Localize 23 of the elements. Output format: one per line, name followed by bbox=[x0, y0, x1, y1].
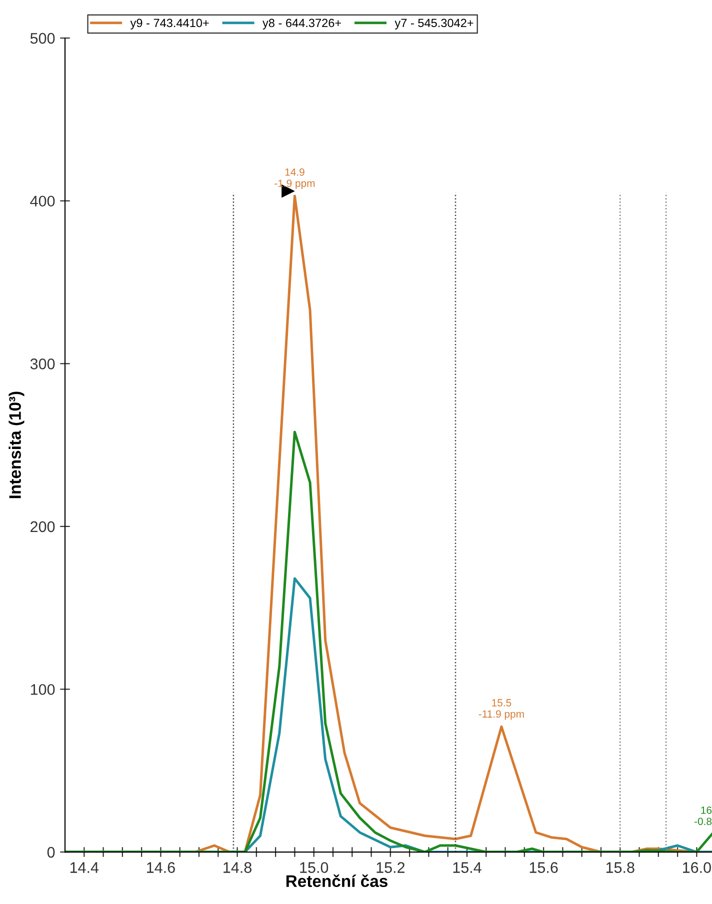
x-tick-label: 16.0 bbox=[682, 862, 711, 873]
y-tick-label: 400 bbox=[30, 196, 55, 207]
x-tick-label: 14.4 bbox=[70, 862, 99, 873]
y-tick-label: 500 bbox=[30, 32, 55, 44]
y-tick-label: 0 bbox=[47, 846, 55, 858]
x-tick-label: 14.6 bbox=[147, 862, 175, 873]
x-tick-label: 15.6 bbox=[530, 862, 558, 873]
x-tick-label: 15.8 bbox=[606, 862, 634, 873]
annotation: 16 -0.8 bbox=[694, 806, 712, 826]
x-tick-label: 14.8 bbox=[224, 862, 252, 873]
y-tick-label: 300 bbox=[30, 358, 55, 370]
legend-label: y8 - 644.3726+ bbox=[262, 18, 342, 30]
x-tick-label: 15.0 bbox=[300, 862, 328, 873]
legend-label: y9 - 743.4410+ bbox=[130, 18, 209, 30]
x-tick-label: 15.2 bbox=[376, 862, 405, 873]
annotation: 14.9 -1.9 ppm bbox=[274, 168, 315, 190]
y-tick-label: 100 bbox=[30, 684, 55, 695]
x-tick-label: 15.4 bbox=[453, 862, 482, 873]
legend-label: y7 - 545.3042+ bbox=[394, 18, 474, 30]
annotation: 15.5 -11.9 ppm bbox=[478, 699, 524, 720]
y-axis-title: Intensita (10³) bbox=[8, 392, 24, 498]
y-tick-label: 200 bbox=[30, 521, 55, 532]
x-axis-title: Retenční čas bbox=[286, 874, 388, 888]
